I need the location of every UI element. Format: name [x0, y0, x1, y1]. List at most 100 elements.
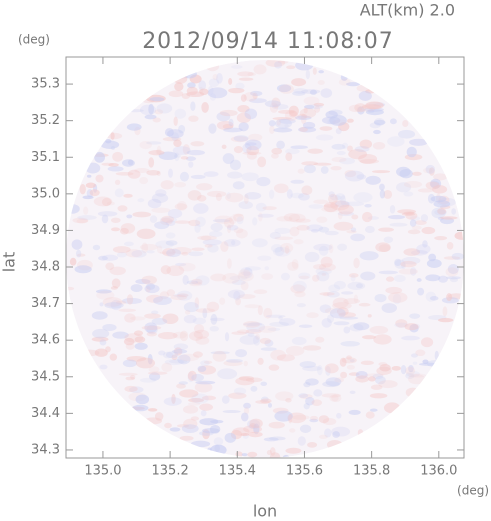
texture-patch — [111, 278, 121, 289]
x-unit: (deg) — [457, 484, 489, 498]
texture-patch — [273, 183, 289, 194]
texture-patch — [76, 253, 86, 257]
texture-patch — [319, 304, 332, 313]
texture-patch — [188, 219, 201, 227]
texture-patch — [443, 256, 461, 260]
texture-patch — [173, 343, 189, 350]
texture-patch — [156, 145, 162, 156]
radar-field — [66, 60, 464, 458]
texture-patch — [106, 201, 115, 206]
texture-patch — [228, 392, 247, 399]
texture-patch — [365, 373, 384, 377]
texture-patch — [307, 442, 318, 448]
y-tick-label: 34.8 — [31, 260, 60, 275]
texture-patch — [198, 80, 207, 91]
texture-patch — [175, 262, 187, 267]
texture-patch — [241, 453, 248, 457]
texture-patch — [183, 314, 197, 324]
texture-patch — [244, 108, 258, 120]
texture-patch — [255, 333, 261, 340]
texture-patch — [173, 293, 189, 298]
texture-patch — [302, 365, 322, 372]
texture-patch — [110, 217, 121, 223]
texture-patch — [255, 202, 267, 212]
texture-patch — [446, 293, 453, 302]
texture-patch — [220, 241, 229, 253]
texture-patch — [244, 139, 262, 151]
texture-patch — [405, 370, 420, 378]
texture-patch — [151, 193, 169, 203]
texture-patch — [159, 216, 177, 223]
texture-patch — [446, 242, 454, 250]
texture-patch — [197, 365, 207, 372]
texture-patch — [96, 290, 115, 300]
texture-patch — [178, 381, 189, 385]
texture-patch — [365, 411, 375, 419]
texture-patch — [378, 244, 391, 252]
texture-patch — [110, 286, 118, 290]
texture-patch — [226, 224, 239, 231]
texture-patch — [197, 365, 217, 375]
texture-patch — [193, 324, 205, 334]
texture-patch — [353, 257, 360, 269]
texture-patch — [274, 236, 294, 240]
texture-patch — [305, 396, 315, 406]
texture-patch — [423, 167, 433, 174]
texture-patch — [290, 284, 306, 294]
texture-patch — [337, 243, 348, 251]
texture-patch — [232, 427, 250, 436]
texture-patch — [160, 217, 173, 225]
texture-patch — [99, 302, 104, 307]
texture-patch — [353, 192, 373, 203]
texture-patch — [359, 251, 379, 261]
texture-patch — [392, 293, 402, 305]
texture-patch — [145, 285, 151, 293]
texture-patch — [346, 230, 357, 234]
texture-patch — [297, 436, 306, 446]
texture-patch — [389, 118, 397, 125]
texture-patch — [409, 219, 417, 227]
texture-patch — [126, 355, 147, 362]
texture-patch — [348, 409, 361, 415]
texture-patch — [233, 146, 243, 154]
texture-patch — [298, 324, 313, 328]
texture-patch — [401, 335, 420, 341]
texture-patch — [176, 383, 186, 389]
texture-patch — [286, 65, 296, 70]
texture-patch — [269, 102, 279, 113]
texture-patch — [108, 163, 119, 167]
texture-patch — [294, 115, 312, 121]
texture-patch — [243, 92, 257, 102]
texture-patch — [349, 390, 356, 395]
texture-patch — [261, 396, 269, 402]
texture-patch — [274, 227, 291, 234]
texture-patch — [349, 273, 359, 278]
texture-patch — [232, 213, 244, 217]
texture-patch — [349, 359, 355, 363]
texture-patch — [192, 317, 207, 325]
texture-patch — [276, 84, 292, 93]
texture-patch — [172, 331, 188, 339]
texture-patch — [173, 116, 178, 126]
texture-patch — [235, 349, 248, 358]
texture-patch — [403, 211, 415, 215]
texture-patch — [123, 337, 135, 346]
texture-patch — [131, 250, 147, 258]
texture-patch — [231, 239, 236, 246]
y-tick-label: 34.4 — [31, 406, 60, 421]
texture-patch — [358, 91, 372, 101]
texture-patch — [277, 109, 295, 114]
texture-patch — [405, 211, 418, 220]
texture-patch — [228, 87, 245, 94]
texture-patch — [313, 389, 323, 397]
texture-patch — [343, 326, 351, 334]
x-tick-label: 135.4 — [219, 464, 256, 479]
texture-patch — [155, 189, 167, 197]
texture-patch — [139, 176, 149, 185]
texture-patch — [269, 125, 275, 134]
texture-patch — [235, 229, 248, 239]
texture-patch — [454, 231, 464, 240]
texture-patch — [333, 321, 350, 326]
texture-patch — [177, 293, 189, 298]
